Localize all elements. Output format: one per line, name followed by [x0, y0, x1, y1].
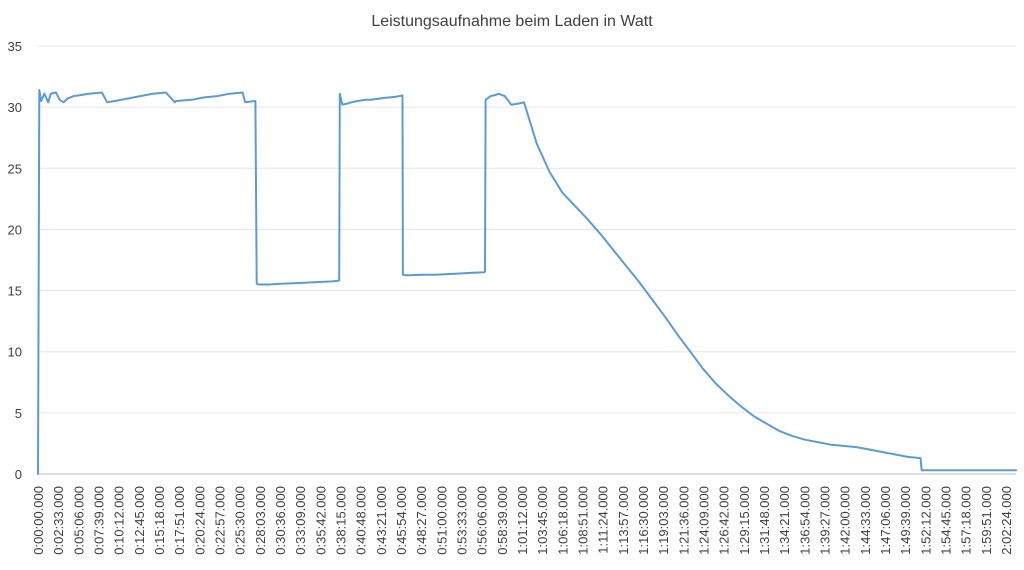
x-tick-label: 1:21:36.000: [676, 486, 691, 555]
x-tick-label: 1:16:30.000: [636, 486, 651, 555]
x-tick-label: 1:59:51.000: [979, 486, 994, 555]
x-tick-label: 1:13:57.000: [616, 486, 631, 555]
x-tick-label: 1:54:45.000: [938, 486, 953, 555]
x-tick-label: 0:15:18.000: [152, 486, 167, 555]
chart-title: Leistungsaufnahme beim Laden in Watt: [371, 13, 653, 30]
x-tick-label: 1:11:24.000: [596, 486, 611, 554]
x-tick-label: 0:22:57.000: [212, 486, 227, 555]
x-tick-label: 0:12:45.000: [132, 486, 147, 555]
x-tick-label: 0:00:00.000: [31, 486, 46, 555]
x-tick-label: 0:51:00.000: [434, 486, 449, 555]
x-tick-label: 0:25:30.000: [233, 486, 248, 555]
y-tick-label: 30: [8, 100, 22, 115]
x-tick-label: 0:05:06.000: [71, 486, 86, 555]
x-tick-label: 1:52:12.000: [918, 486, 933, 555]
x-tick-label: 1:29:15.000: [737, 486, 752, 555]
x-tick-label: 0:28:03.000: [253, 486, 268, 555]
series-line-0: [37, 89, 1017, 475]
x-tick-label: 0:53:33.000: [454, 486, 469, 555]
y-tick-label: 25: [8, 161, 22, 176]
y-tick-label: 0: [15, 467, 22, 482]
x-tick-label: 2:02:24.000: [999, 486, 1014, 555]
y-tick-label: 15: [8, 284, 22, 299]
x-tick-label: 1:08:51.000: [575, 486, 590, 555]
x-tick-label: 0:58:39.000: [495, 486, 510, 555]
x-tick-label: 1:49:39.000: [898, 486, 913, 555]
x-tick-label: 1:57:18.000: [959, 486, 974, 555]
x-tick-label: 1:03:45.000: [535, 486, 550, 555]
x-tick-label: 1:36:54.000: [797, 486, 812, 555]
x-tick-label: 0:17:51.000: [172, 486, 187, 555]
plot-area: [37, 89, 1017, 475]
y-tick-label: 10: [8, 345, 22, 360]
x-tick-label: 1:47:06.000: [878, 486, 893, 555]
x-tick-label: 0:45:54.000: [394, 486, 409, 555]
x-tick-label: 0:10:12.000: [112, 486, 127, 555]
x-tick-label: 0:33:09.000: [293, 486, 308, 555]
x-tick-label: 0:38:15.000: [333, 486, 348, 555]
x-tick-label: 0:40:48.000: [354, 486, 369, 555]
x-tick-label: 1:39:27.000: [817, 486, 832, 555]
x-tick-label: 0:48:27.000: [414, 486, 429, 555]
x-tick-label: 1:44:33.000: [858, 486, 873, 555]
x-tick-label: 1:31:48.000: [757, 486, 772, 555]
y-tick-label: 5: [15, 406, 22, 421]
x-axis-labels: 0:00:00.000 0:02:33.000 0:05:06.000 0:07:39…: [31, 486, 1014, 555]
y-axis-labels: 0 5 10 15 20 25 30 35: [8, 39, 22, 482]
gridlines: [38, 45, 1016, 475]
y-tick-label: 20: [8, 222, 22, 237]
x-tick-label: 1:01:12.000: [515, 486, 530, 555]
x-tick-label: 0:56:06.000: [475, 486, 490, 555]
x-tick-label: 1:34:21.000: [777, 486, 792, 555]
x-tick-label: 1:19:03.000: [656, 486, 671, 555]
y-tick-label: 35: [8, 39, 22, 54]
x-tick-label: 1:06:18.000: [555, 486, 570, 555]
x-tick-label: 0:02:33.000: [51, 486, 66, 555]
x-tick-label: 0:43:21.000: [374, 486, 389, 555]
x-tick-label: 1:24:09.000: [696, 486, 711, 555]
x-tick-label: 1:26:42.000: [717, 486, 732, 555]
x-tick-label: 1:42:00.000: [838, 486, 853, 555]
x-tick-label: 0:35:42.000: [313, 486, 328, 555]
x-tick-label: 0:30:36.000: [273, 486, 288, 555]
x-tick-label: 0:07:39.000: [91, 486, 106, 555]
x-tick-label: 0:20:24.000: [192, 486, 207, 555]
